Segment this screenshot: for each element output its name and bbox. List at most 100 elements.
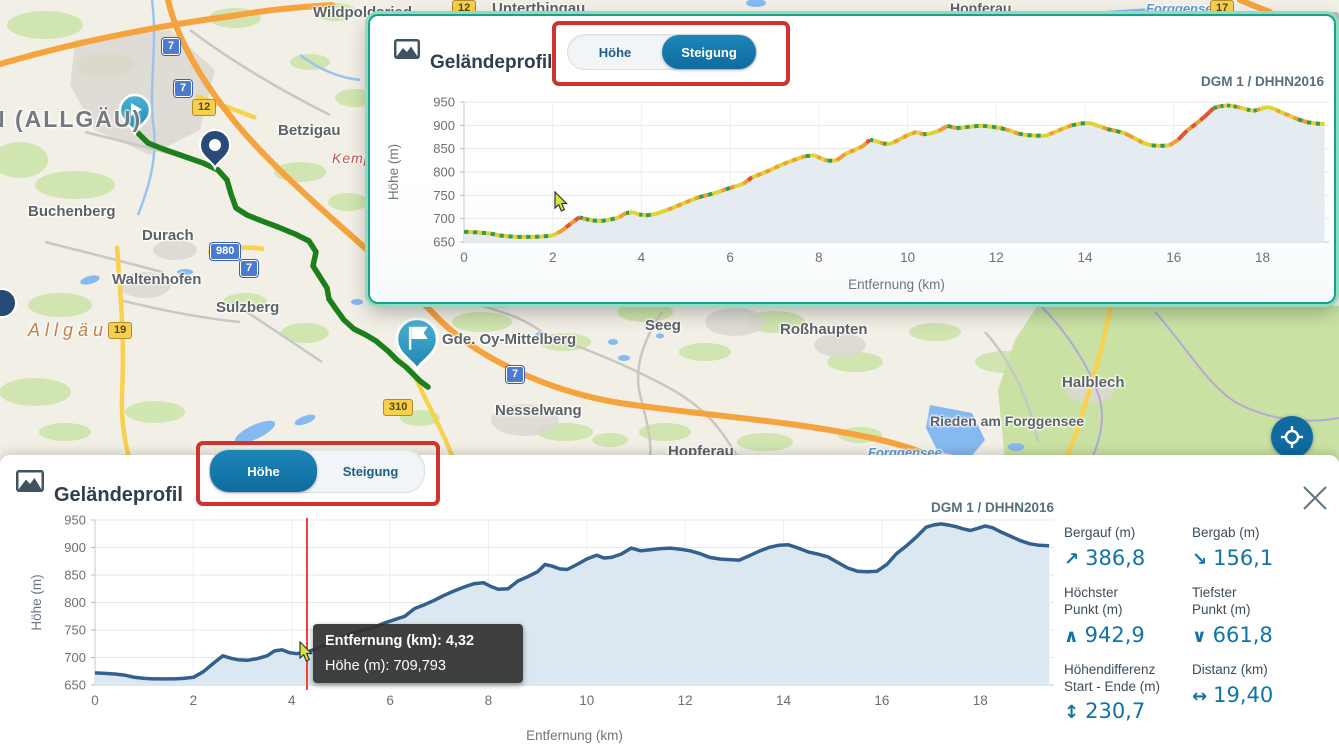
svg-text:16: 16 bbox=[874, 693, 889, 708]
panel-title: Geländeprofil bbox=[54, 483, 183, 506]
svg-text:Höhe (m): Höhe (m) bbox=[386, 144, 401, 200]
svg-text:800: 800 bbox=[64, 595, 86, 610]
toggle-hoehe-button[interactable]: Höhe bbox=[210, 450, 317, 492]
svg-text:2: 2 bbox=[549, 250, 557, 265]
finish-flag-pin[interactable] bbox=[395, 317, 439, 375]
chart-cursor-line bbox=[306, 518, 308, 690]
arrow-left-right-icon: ↔ bbox=[1192, 685, 1208, 707]
flag-icon bbox=[408, 326, 428, 350]
arrow-up-right-icon: ↗ bbox=[1064, 548, 1080, 570]
tooltip-distance: Entfernung (km): 4,32 bbox=[325, 633, 475, 649]
stat-item: Höchster Punkt (m) ∧ 942,9 bbox=[1064, 585, 1192, 647]
svg-text:18: 18 bbox=[1255, 250, 1270, 265]
geolocate-icon bbox=[1281, 426, 1303, 448]
map-minor-roads bbox=[44, 28, 1040, 459]
geolocate-button[interactable] bbox=[1271, 416, 1313, 458]
mouse-cursor-icon bbox=[299, 641, 313, 662]
svg-text:Entfernung (km): Entfernung (km) bbox=[848, 277, 945, 292]
svg-text:950: 950 bbox=[64, 513, 86, 528]
svg-text:Höhe (m): Höhe (m) bbox=[29, 574, 44, 630]
stat-item: Höhendifferenz Start - Ende (m) ↕ 230,7 bbox=[1064, 662, 1192, 724]
stat-label: Höchster Punkt (m) bbox=[1064, 584, 1123, 617]
elevation-profile-panel: Geländeprofil Höhe Steigung DGM 1 / DHHN… bbox=[0, 449, 1339, 750]
svg-text:4: 4 bbox=[288, 693, 296, 708]
profile-mode-toggle: Höhe Steigung bbox=[567, 34, 757, 70]
stat-value: ∧ 942,9 bbox=[1064, 622, 1145, 647]
toggle-steigung-button[interactable]: Steigung bbox=[342, 463, 399, 479]
waypoint-pin[interactable] bbox=[198, 129, 232, 171]
terrain-icon bbox=[394, 39, 420, 59]
elevation-source-label: DGM 1 / DHHN2016 bbox=[1200, 74, 1324, 89]
toggle-hoehe-button[interactable]: Höhe bbox=[598, 44, 632, 60]
svg-text:800: 800 bbox=[433, 165, 455, 180]
svg-text:700: 700 bbox=[64, 650, 86, 665]
svg-text:8: 8 bbox=[485, 693, 493, 708]
chart-tooltip: Entfernung (km): 4,32 Höhe (m): 709,793 bbox=[313, 624, 523, 683]
stat-label: Tiefster Punkt (m) bbox=[1192, 584, 1251, 617]
toggle-steigung-button[interactable]: Steigung bbox=[662, 35, 756, 69]
svg-text:8: 8 bbox=[815, 250, 823, 265]
svg-text:650: 650 bbox=[433, 235, 455, 250]
stat-value: ↔ 19,40 bbox=[1192, 682, 1274, 707]
dot-icon bbox=[209, 139, 221, 151]
start-marker-pin[interactable] bbox=[118, 93, 152, 137]
svg-text:750: 750 bbox=[433, 188, 455, 203]
slope-profile-chart[interactable]: 0 2 4 6 8 10 12 14 16 18 650 700 750 800 850 900 950 Entf… bbox=[382, 82, 1332, 297]
play-icon bbox=[131, 103, 142, 116]
svg-text:900: 900 bbox=[64, 540, 86, 555]
panel-title: Geländeprofil bbox=[430, 51, 553, 73]
svg-text:6: 6 bbox=[386, 693, 394, 708]
svg-text:850: 850 bbox=[64, 568, 86, 583]
stat-label: Bergauf (m) bbox=[1064, 525, 1136, 540]
svg-text:650: 650 bbox=[64, 678, 86, 693]
svg-text:0: 0 bbox=[460, 250, 468, 265]
terrain-icon bbox=[16, 470, 44, 492]
svg-text:14: 14 bbox=[1078, 250, 1094, 265]
elevation-stats: Bergauf (m) ↗ 386,8 Bergab (m) ↘ 156,1 Höchste… bbox=[1064, 525, 1339, 723]
svg-text:900: 900 bbox=[433, 118, 455, 133]
elevation-source-label: DGM 1 / DHHN2016 bbox=[930, 500, 1054, 515]
svg-text:6: 6 bbox=[726, 250, 734, 265]
elevation-chart[interactable]: 0 2 4 6 8 10 12 14 16 18 650 700 750 800 850 900 950 Entf… bbox=[25, 508, 1065, 748]
stat-value: ∨ 661,8 bbox=[1192, 622, 1273, 647]
svg-text:14: 14 bbox=[776, 693, 792, 708]
svg-text:750: 750 bbox=[64, 623, 86, 638]
close-icon[interactable] bbox=[1300, 483, 1330, 513]
stat-label: Distanz (km) bbox=[1192, 661, 1268, 677]
svg-text:0: 0 bbox=[91, 693, 99, 708]
svg-text:2: 2 bbox=[190, 693, 198, 708]
svg-text:Entfernung (km): Entfernung (km) bbox=[526, 728, 623, 743]
stat-item: Tiefster Punkt (m) ∨ 661,8 bbox=[1192, 585, 1330, 647]
svg-text:16: 16 bbox=[1166, 250, 1181, 265]
map-rivers bbox=[136, 0, 361, 216]
stat-value: ↘ 156,1 bbox=[1192, 545, 1274, 570]
stat-item: Distanz (km) ↔ 19,40 bbox=[1192, 662, 1330, 724]
stat-value: ↕ 230,7 bbox=[1064, 699, 1146, 724]
svg-text:10: 10 bbox=[579, 693, 594, 708]
svg-text:950: 950 bbox=[433, 95, 455, 110]
svg-text:700: 700 bbox=[433, 211, 455, 226]
stat-label: Höhendifferenz Start - Ende (m) bbox=[1064, 661, 1161, 694]
map-motorways bbox=[0, 0, 1273, 460]
svg-text:10: 10 bbox=[900, 250, 915, 265]
svg-text:4: 4 bbox=[638, 250, 646, 265]
arrow-down-right-icon: ↘ bbox=[1192, 548, 1208, 570]
stat-label: Bergab (m) bbox=[1192, 525, 1260, 540]
arrow-up-down-icon: ↕ bbox=[1064, 702, 1080, 724]
svg-text:850: 850 bbox=[433, 141, 455, 156]
stat-item: Bergauf (m) ↗ 386,8 bbox=[1064, 525, 1192, 570]
map-urban-areas bbox=[70, 30, 1114, 436]
tooltip-elevation: Höhe (m): 709,793 bbox=[325, 658, 446, 674]
elevation-profile-overlay-panel: Geländeprofil Höhe Steigung DGM 1 / DHHN… bbox=[368, 14, 1336, 304]
stat-value: ↗ 386,8 bbox=[1064, 545, 1146, 570]
svg-text:12: 12 bbox=[678, 693, 693, 708]
chevron-down-icon: ∨ bbox=[1192, 625, 1207, 647]
chevron-up-icon: ∧ bbox=[1064, 625, 1079, 647]
map-forest bbox=[998, 294, 1339, 460]
svg-text:18: 18 bbox=[973, 693, 988, 708]
stat-item: Bergab (m) ↘ 156,1 bbox=[1192, 525, 1330, 570]
profile-mode-toggle: Höhe Steigung bbox=[209, 449, 425, 493]
mouse-cursor-icon bbox=[554, 191, 568, 212]
svg-text:12: 12 bbox=[989, 250, 1004, 265]
